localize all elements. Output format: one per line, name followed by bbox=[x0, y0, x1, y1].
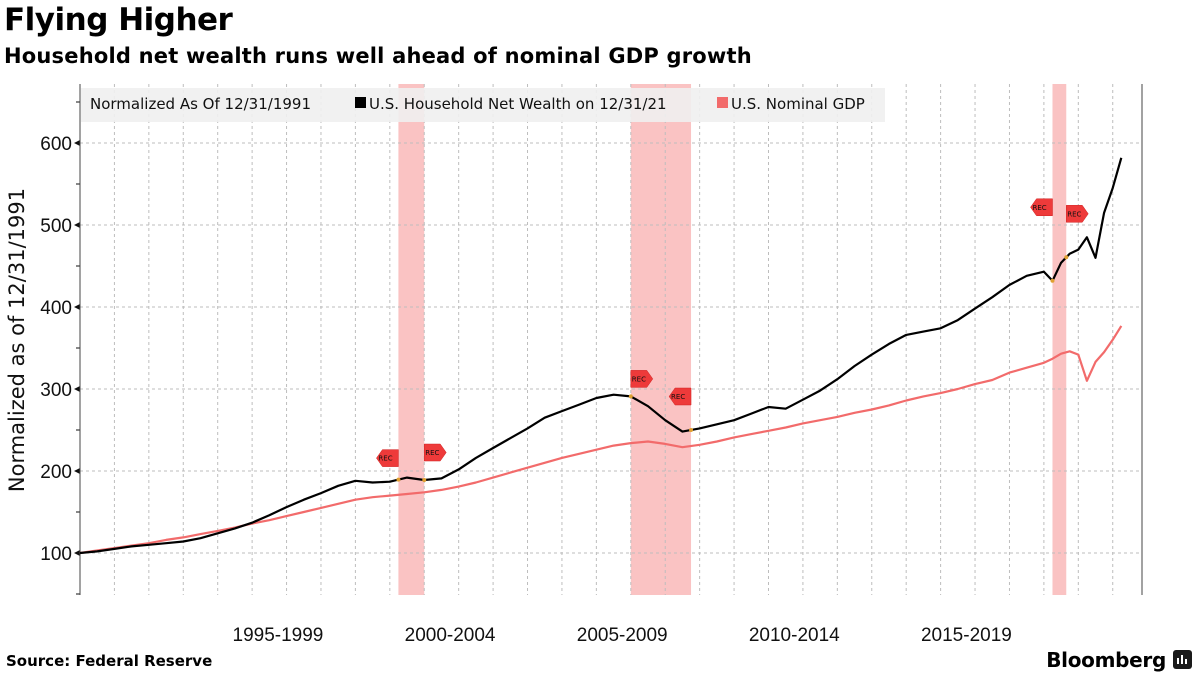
y-tick-label: 400 bbox=[40, 298, 72, 319]
y-tick-label: 300 bbox=[40, 380, 72, 401]
x-tick-label: 2010-2014 bbox=[749, 625, 840, 646]
y-tick-mark bbox=[74, 304, 80, 310]
series-line-net-wealth bbox=[79, 157, 1123, 555]
y-tick-mark bbox=[74, 386, 80, 392]
recession-flag bbox=[1030, 198, 1053, 217]
x-tick-labels: 1995-1999 2000-2004 2005-2009 2010-2014 2015… bbox=[233, 625, 1012, 646]
recession-flag bbox=[1066, 205, 1089, 223]
recession-point bbox=[396, 477, 401, 482]
axes bbox=[74, 84, 1143, 595]
legend-label-net-wealth: U.S. Household Net Wealth on 12/31/21 bbox=[369, 95, 667, 113]
y-tick-mark bbox=[74, 140, 80, 146]
recession-point bbox=[1050, 278, 1055, 283]
bloomberg-chart-icon bbox=[1173, 650, 1192, 669]
recession-flag-label: REC bbox=[1067, 210, 1081, 218]
legend: Normalized As Of 12/31/1991 U.S. Househo… bbox=[90, 95, 865, 113]
x-tick-label: 2000-2004 bbox=[405, 625, 496, 646]
vertical-gridlines bbox=[113, 84, 1114, 595]
legend-background bbox=[81, 88, 885, 122]
recession-point bbox=[422, 478, 427, 483]
y-tick-label: 600 bbox=[40, 134, 72, 155]
recession-flag bbox=[668, 387, 692, 406]
x-tick-label: 2015-2019 bbox=[921, 625, 1012, 646]
y-tick-mark bbox=[74, 468, 80, 474]
recession-point bbox=[1064, 255, 1069, 260]
y-tick-label: 100 bbox=[40, 544, 72, 565]
chart-subtitle: Household net wealth runs well ahead of … bbox=[4, 44, 752, 68]
recession-band bbox=[1052, 84, 1067, 595]
y-tick-label: 500 bbox=[40, 216, 72, 237]
legend-label-gdp: U.S. Nominal GDP bbox=[731, 95, 865, 113]
recession-flag bbox=[630, 370, 654, 388]
horizontal-gridlines bbox=[80, 142, 1142, 554]
recession-flag-label: REC bbox=[632, 375, 646, 383]
recession-flag-label: REC bbox=[378, 455, 392, 463]
recession-flag-label: REC bbox=[671, 393, 685, 401]
recession-flag bbox=[376, 449, 399, 467]
y-tick-labels: 100 200 300 400 500 600 bbox=[40, 134, 72, 565]
recession-flags: REC REC REC REC REC REC bbox=[376, 198, 1089, 483]
recession-flag-label: REC bbox=[425, 449, 439, 457]
y-axis-label: Normalized as of 12/31/1991 bbox=[5, 188, 29, 492]
recession-point bbox=[689, 428, 694, 432]
recession-point bbox=[628, 394, 633, 399]
recession-flag-label: REC bbox=[1032, 204, 1046, 212]
y-tick-label: 200 bbox=[40, 462, 72, 483]
legend-note: Normalized As Of 12/31/1991 bbox=[90, 95, 311, 113]
y-tick-mark bbox=[74, 222, 80, 228]
chart-title: Flying Higher bbox=[4, 2, 233, 38]
source-note: Source: Federal Reserve bbox=[6, 652, 213, 670]
y-tick-mark bbox=[74, 550, 80, 556]
recession-band bbox=[398, 84, 425, 595]
x-tick-label: 2005-2009 bbox=[577, 625, 668, 646]
legend-swatch-net-wealth bbox=[355, 97, 366, 108]
series-line-gdp bbox=[79, 325, 1123, 555]
bloomberg-logo: Bloomberg bbox=[1046, 648, 1166, 672]
legend-swatch-gdp bbox=[717, 97, 728, 108]
recession-flag bbox=[423, 443, 447, 462]
legend-box bbox=[81, 88, 885, 122]
recession-bands bbox=[398, 84, 1067, 595]
x-tick-label: 1995-1999 bbox=[233, 625, 324, 646]
series-lines bbox=[79, 157, 1123, 555]
recession-band bbox=[630, 84, 692, 595]
